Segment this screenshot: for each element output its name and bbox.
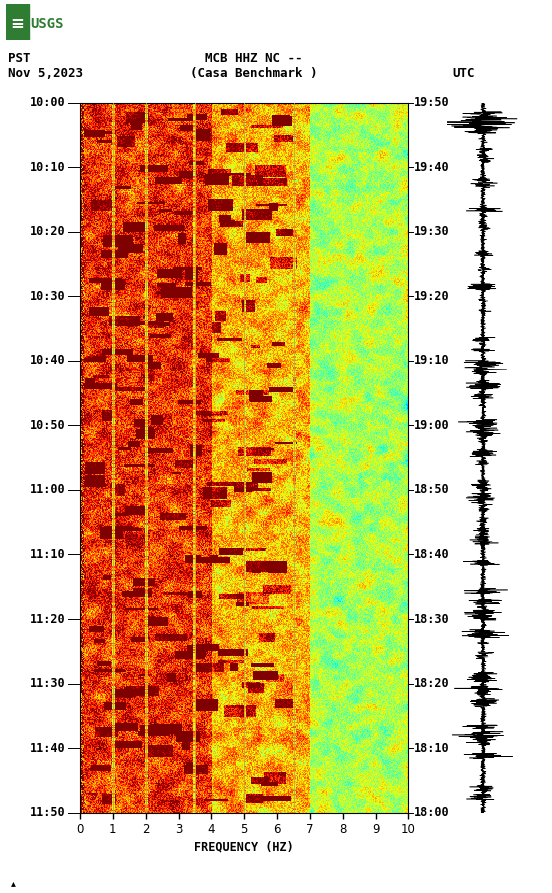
X-axis label: FREQUENCY (HZ): FREQUENCY (HZ) [194,840,294,853]
Text: 19:00: 19:00 [414,419,450,432]
Text: 11:20: 11:20 [30,613,66,625]
Text: MCB HHZ NC --: MCB HHZ NC -- [205,52,302,65]
Text: 11:00: 11:00 [30,483,66,497]
Text: 19:50: 19:50 [414,96,450,109]
Text: 11:50: 11:50 [30,806,66,819]
Text: PST: PST [8,52,31,65]
Text: USGS: USGS [31,17,64,31]
Text: 10:40: 10:40 [30,355,66,367]
Text: 19:30: 19:30 [414,225,450,238]
Text: 10:30: 10:30 [30,290,66,303]
Text: 10:10: 10:10 [30,161,66,174]
Text: 11:40: 11:40 [30,741,66,755]
Text: 18:10: 18:10 [414,741,450,755]
Text: 18:30: 18:30 [414,613,450,625]
Text: 11:10: 11:10 [30,548,66,561]
Text: 19:20: 19:20 [414,290,450,303]
Text: 18:20: 18:20 [414,677,450,690]
Text: ▴: ▴ [11,879,16,889]
Text: ≡: ≡ [10,15,24,33]
Text: (Casa Benchmark ): (Casa Benchmark ) [190,67,317,80]
Text: 18:50: 18:50 [414,483,450,497]
Text: 11:30: 11:30 [30,677,66,690]
Text: Nov 5,2023: Nov 5,2023 [8,67,83,80]
Text: 10:50: 10:50 [30,419,66,432]
Text: UTC: UTC [453,67,475,80]
Text: 10:20: 10:20 [30,225,66,238]
Text: 18:40: 18:40 [414,548,450,561]
Text: 19:10: 19:10 [414,355,450,367]
Bar [6,4,29,40]
Text: 18:00: 18:00 [414,806,450,819]
Text: 10:00: 10:00 [30,96,66,109]
Text: 19:40: 19:40 [414,161,450,174]
